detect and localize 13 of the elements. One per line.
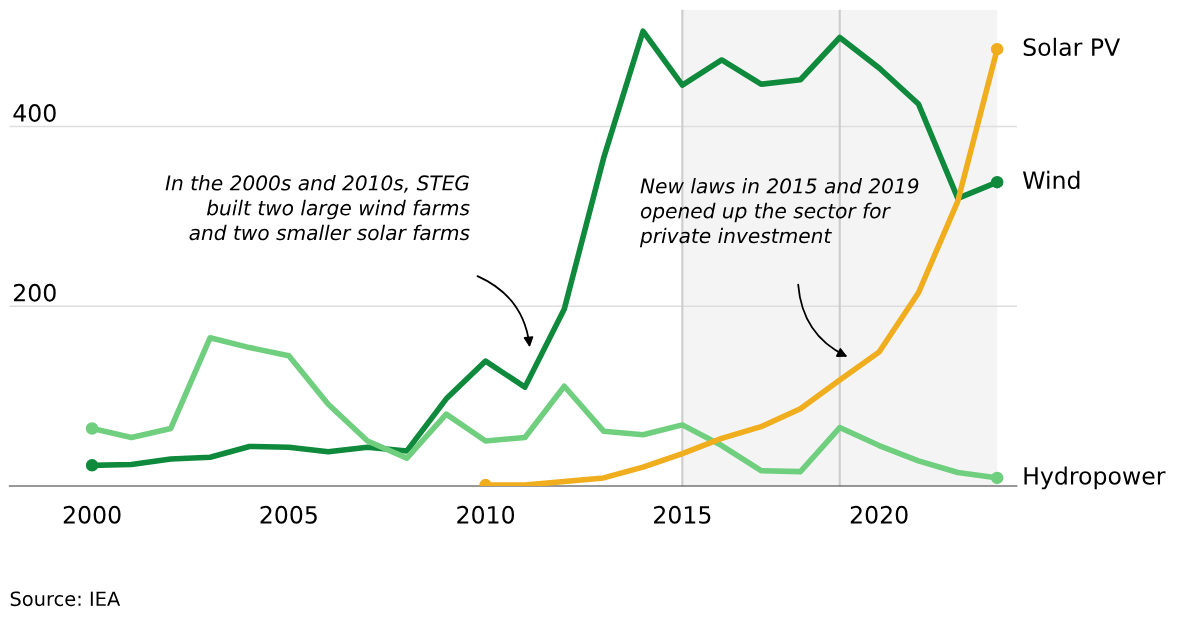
y-tick-label: 400 (13, 104, 56, 122)
y-tick-label: 200 (13, 283, 56, 302)
series-label: Hydropower (1024, 466, 1166, 490)
x-tick-label: 2020 (850, 505, 908, 524)
x-tick-label: 2005 (260, 505, 317, 524)
source-note: Source: IEA (10, 591, 121, 607)
series-label: Wind (1022, 170, 1080, 190)
annotation: In the 2000s and 2010s, STEG built two large wind farms and two smaller solar farms (165, 175, 470, 241)
x-tick-label: 2010 (457, 505, 515, 524)
x-tick-label: 2015 (654, 505, 711, 524)
annotation: New laws in 2015 and 2019 opened up the sector for private investment (639, 178, 919, 248)
series-label: Solar PV (1023, 37, 1121, 57)
x-tick-label: 2000 (63, 505, 121, 524)
